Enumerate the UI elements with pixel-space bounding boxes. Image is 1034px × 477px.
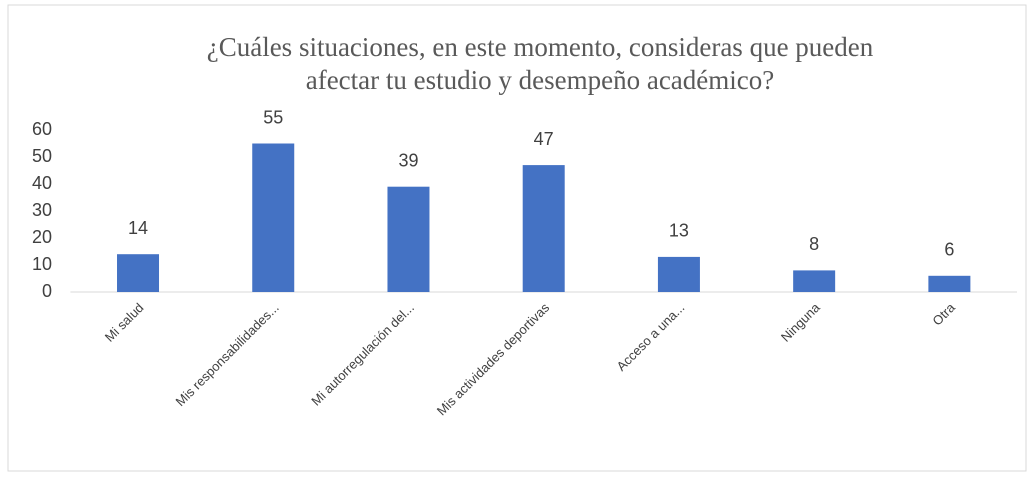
data-label: 8 — [809, 234, 819, 254]
data-label: 14 — [128, 218, 148, 238]
bar — [117, 254, 160, 292]
bar — [387, 186, 430, 292]
bar — [252, 143, 295, 292]
y-tick-label: 10 — [32, 254, 52, 274]
bar — [928, 275, 971, 292]
bar — [657, 256, 700, 292]
chart-title: afectar tu estudio y desempeño académico… — [306, 65, 775, 95]
chart-border — [7, 4, 1027, 472]
data-label: 39 — [398, 150, 418, 170]
data-label: 6 — [944, 240, 954, 260]
y-tick-label: 20 — [32, 227, 52, 247]
data-label: 47 — [534, 129, 554, 149]
data-label: 55 — [263, 107, 283, 127]
chart-title: ¿Cuáles situaciones, en este momento, co… — [207, 32, 874, 62]
bar — [522, 165, 565, 292]
y-tick-label: 30 — [32, 200, 52, 220]
y-tick-label: 60 — [32, 119, 52, 139]
y-tick-label: 0 — [42, 281, 52, 301]
y-tick-label: 50 — [32, 146, 52, 166]
data-label: 13 — [669, 221, 689, 241]
bar — [793, 270, 836, 292]
y-tick-label: 40 — [32, 173, 52, 193]
